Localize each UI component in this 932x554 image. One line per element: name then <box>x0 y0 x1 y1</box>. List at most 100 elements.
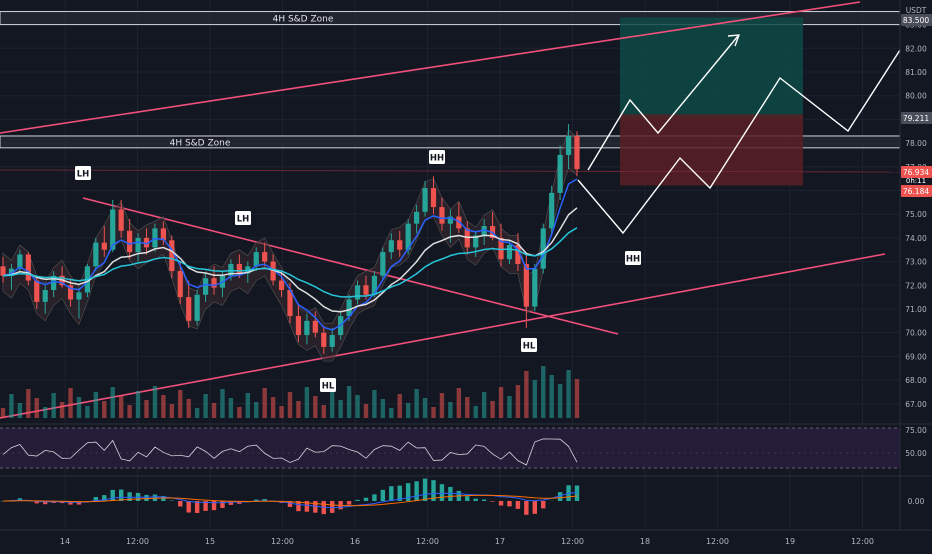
structure-label: LH <box>237 215 250 225</box>
volume-bar <box>541 366 545 418</box>
time-tick-label: 17 <box>495 537 505 546</box>
volume-bar <box>558 384 562 418</box>
candle-body <box>524 264 529 307</box>
candle-body <box>262 252 267 261</box>
price-tag-top: 83.500 <box>903 16 929 25</box>
time-tick-label: 15 <box>205 537 215 546</box>
time-tick-label: 14 <box>60 537 70 546</box>
volume-bar <box>9 394 13 418</box>
volume-bar <box>178 390 182 418</box>
candle-body <box>532 269 537 307</box>
macd-histogram-bar <box>482 500 486 501</box>
structure-label: HH <box>626 255 640 265</box>
price-tick-label: 81.00 <box>905 68 927 77</box>
volume-bar <box>26 389 30 418</box>
volume-bar <box>338 400 342 418</box>
volume-bar <box>482 392 486 418</box>
candle-body <box>414 212 419 224</box>
candle-body <box>380 252 385 276</box>
price-tick-label: 71.00 <box>905 305 927 314</box>
volume-bar <box>279 406 283 418</box>
macd-histogram-bar <box>347 501 351 505</box>
volume-bar <box>499 387 503 418</box>
macd-histogram-bar <box>355 500 359 501</box>
volume-bar <box>440 393 444 418</box>
macd-histogram-bar <box>516 501 520 509</box>
volume-bar <box>423 398 427 418</box>
volume-bar <box>355 395 359 418</box>
candle-body <box>169 240 174 271</box>
candle-body <box>313 321 318 333</box>
price-tick-label: 74.00 <box>905 234 927 243</box>
candle-body <box>119 209 124 230</box>
candle-body <box>178 271 183 297</box>
structure-label: HL <box>523 342 536 352</box>
candle-body <box>43 290 48 302</box>
price-tick-label: 67.00 <box>905 400 927 409</box>
volume-bar <box>203 394 207 418</box>
time-tick-label: 12:00 <box>271 537 294 546</box>
time-tick-label: 12:00 <box>561 537 584 546</box>
volume-bar <box>381 399 385 418</box>
volume-bar <box>127 405 131 418</box>
candle-body <box>152 228 157 247</box>
macd-histogram-bar <box>423 479 427 501</box>
candle-body <box>203 278 208 295</box>
candle-body <box>76 292 81 299</box>
position-box[interactable] <box>620 17 803 185</box>
volume-bar <box>144 400 148 418</box>
price-tick-label: 70.00 <box>905 329 927 338</box>
candle-body <box>296 316 301 335</box>
volume-bar <box>296 401 300 418</box>
candle-body <box>330 335 335 347</box>
volume-bar <box>516 385 520 418</box>
macd-histogram-bar <box>507 501 511 506</box>
candle-body <box>431 188 436 207</box>
structure-label: HH <box>430 154 444 164</box>
candle-body <box>26 254 31 280</box>
volume-bar <box>18 403 22 418</box>
volume-bar <box>389 408 393 418</box>
candle-body <box>34 281 39 302</box>
candle-body <box>558 155 563 193</box>
volume-bar <box>94 392 98 418</box>
volume-bar <box>372 390 376 418</box>
time-tick-label: 18 <box>640 537 650 546</box>
macd-histogram-bar <box>465 496 469 501</box>
candle-body <box>186 297 191 321</box>
price-tick-label: 72.00 <box>905 281 927 290</box>
structure-label: HL <box>322 382 335 392</box>
time-tick-label: 16 <box>350 537 360 546</box>
volume-bar <box>490 401 494 418</box>
volume-bar <box>119 396 123 418</box>
volume-bar <box>457 388 461 418</box>
macd-histogram-bar <box>381 490 385 501</box>
volume-bar <box>136 391 140 418</box>
macd-histogram-bar <box>187 501 191 513</box>
price-tag-last: 76.934 <box>903 168 929 177</box>
macd-histogram-bar <box>144 495 148 501</box>
candle-body <box>549 193 554 229</box>
volume-bar <box>575 379 579 418</box>
macd-tick-label: 0.00 <box>908 497 925 506</box>
candle-body <box>0 266 5 275</box>
macd-histogram-bar <box>372 494 376 501</box>
candle-body <box>279 281 284 290</box>
price-tick-label: 69.00 <box>905 352 927 361</box>
macd-histogram-bar <box>414 481 418 501</box>
macd-histogram-bar <box>474 499 478 501</box>
volume-bar <box>229 398 233 418</box>
volume-bar <box>465 397 469 418</box>
structure-label: LH <box>77 170 90 180</box>
volume-bar <box>524 371 528 418</box>
macd-histogram-bar <box>119 490 123 501</box>
price-tick-label: 80.00 <box>905 92 927 101</box>
candle-body <box>389 240 394 252</box>
volume-bar <box>195 408 199 418</box>
candle-body <box>422 188 427 212</box>
volume-bar <box>153 386 157 418</box>
macd-histogram-bar <box>440 484 444 501</box>
price-tick-label: 78.00 <box>905 139 927 148</box>
volume-bar <box>262 388 266 418</box>
